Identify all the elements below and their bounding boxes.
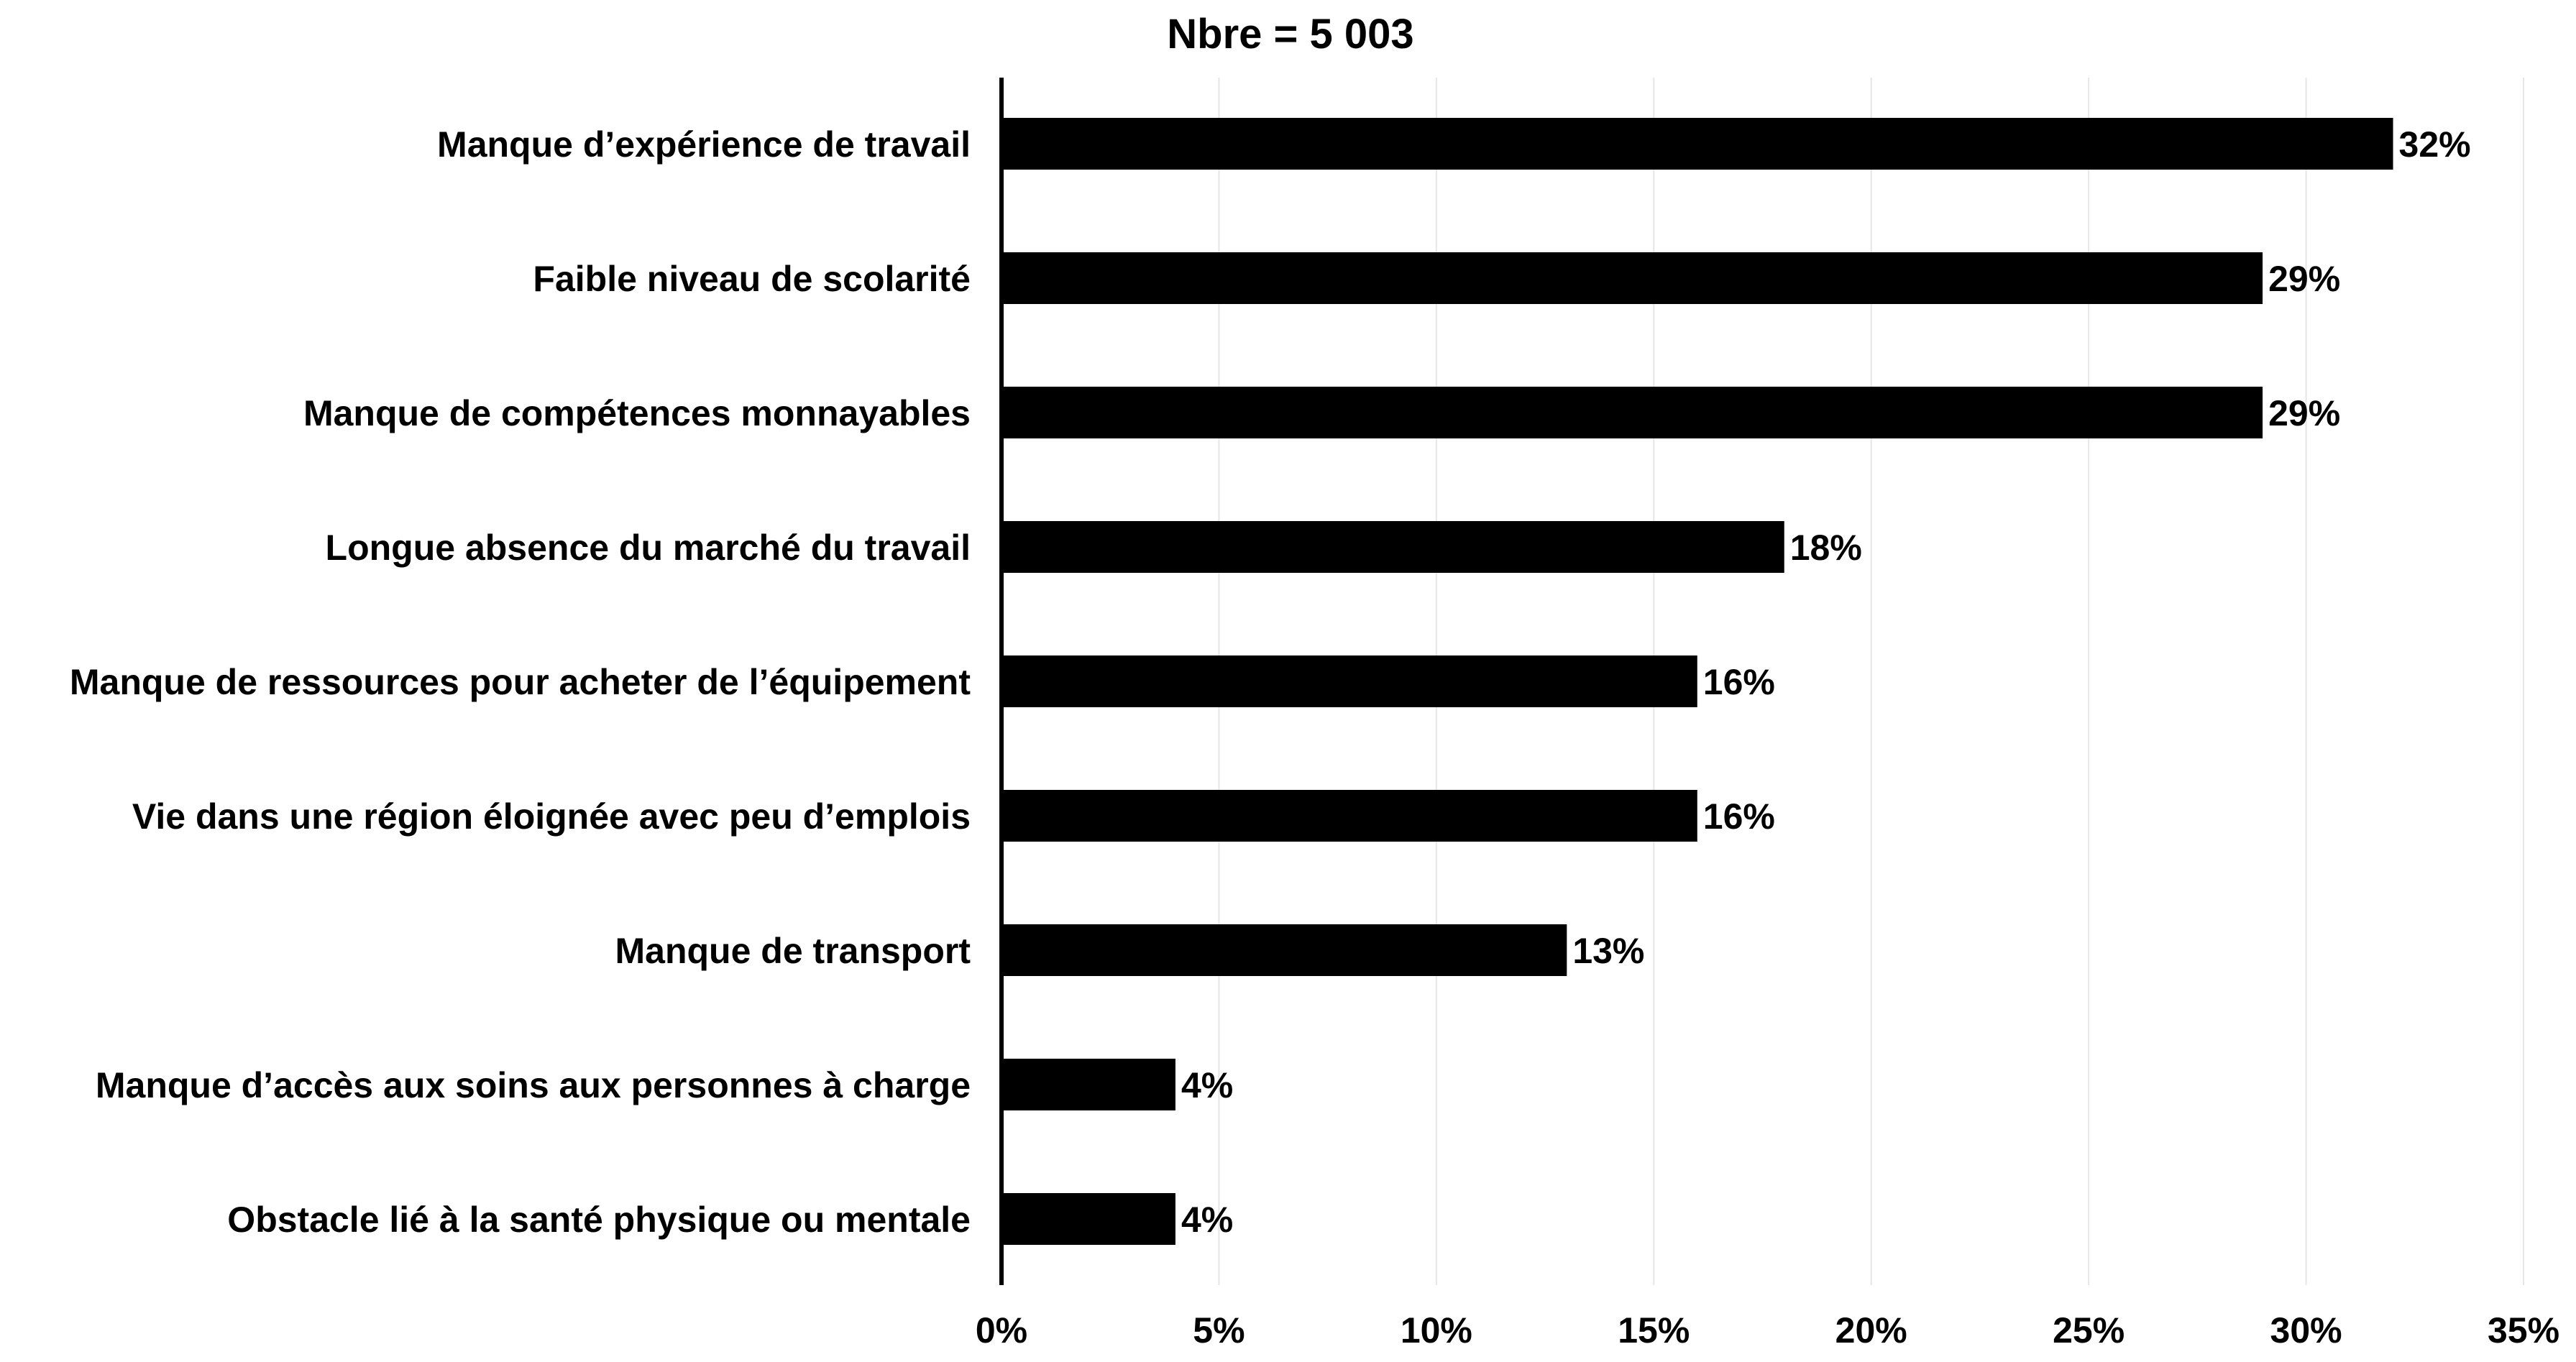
chart-title: Nbre = 5 003 — [1167, 11, 1413, 57]
data-label: 32% — [2399, 124, 2471, 165]
data-label: 29% — [2268, 259, 2340, 299]
bar — [1001, 521, 1784, 573]
category-label: Manque de compétences monnayables — [303, 393, 971, 433]
category-label: Manque de transport — [615, 931, 971, 971]
x-tick-label: 35% — [2488, 1310, 2559, 1351]
x-tick-label: 15% — [1618, 1310, 1690, 1351]
bar — [1001, 252, 2263, 304]
bar — [1001, 655, 1697, 707]
category-label: Faible niveau de scolarité — [533, 259, 971, 299]
category-label: Manque d’expérience de travail — [437, 124, 971, 165]
x-tick-label: 0% — [976, 1310, 1027, 1351]
data-label: 13% — [1572, 931, 1644, 971]
data-label: 16% — [1703, 662, 1775, 702]
category-label: Manque de ressources pour acheter de l’é… — [70, 662, 971, 702]
bar — [1001, 924, 1567, 976]
data-label: 4% — [1181, 1200, 1233, 1240]
data-label: 18% — [1790, 528, 1862, 568]
labels: 0% 5% 10% 15% 20% 25% 30% 35% Manque d’expérienc… — [70, 124, 2559, 1351]
data-label: 16% — [1703, 796, 1775, 837]
x-tick-label: 10% — [1401, 1310, 1472, 1351]
bar — [1001, 1193, 1175, 1245]
category-label: Vie dans une région éloignée avec peu d’… — [132, 796, 971, 837]
data-label: 4% — [1181, 1065, 1233, 1105]
bar — [1001, 790, 1697, 842]
bar — [1001, 118, 2393, 170]
category-label: Obstacle lié à la santé physique ou ment… — [227, 1200, 971, 1240]
data-label: 29% — [2268, 393, 2340, 433]
x-tick-label: 25% — [2053, 1310, 2124, 1351]
bars — [1001, 118, 2393, 1245]
x-tick-label: 20% — [1835, 1310, 1907, 1351]
bar — [1001, 1059, 1175, 1110]
x-tick-label: 5% — [1193, 1310, 1245, 1351]
bar — [1001, 387, 2263, 438]
category-label: Longue absence du marché du travail — [326, 528, 971, 568]
x-tick-label: 30% — [2270, 1310, 2342, 1351]
category-label: Manque d’accès aux soins aux personnes à… — [96, 1065, 971, 1105]
